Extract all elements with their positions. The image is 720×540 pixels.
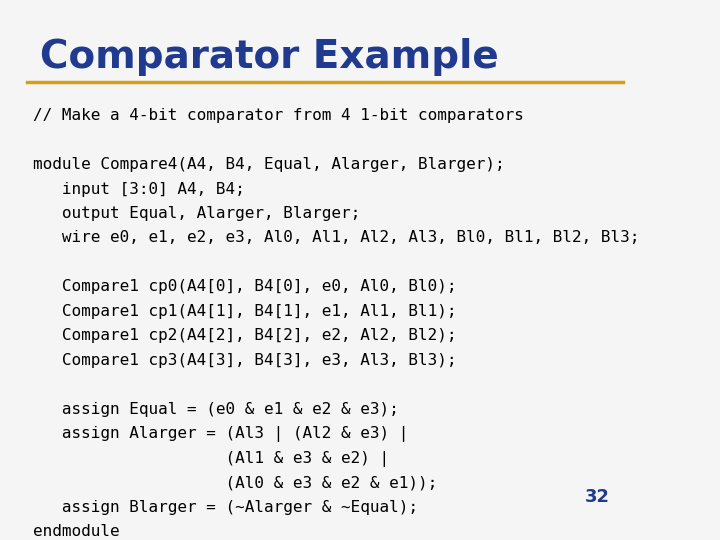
Text: (Al1 & e3 & e2) |: (Al1 & e3 & e2) |: [33, 451, 390, 467]
Text: (Al0 & e3 & e2 & e1));: (Al0 & e3 & e2 & e1));: [33, 475, 438, 490]
Text: output Equal, Alarger, Blarger;: output Equal, Alarger, Blarger;: [33, 206, 361, 221]
Text: assign Alarger = (Al3 | (Al2 & e3) |: assign Alarger = (Al3 | (Al2 & e3) |: [33, 426, 409, 442]
Text: Comparator Example: Comparator Example: [40, 38, 498, 76]
Text: input [3:0] A4, B4;: input [3:0] A4, B4;: [33, 181, 246, 197]
Text: Compare1 cp2(A4[2], B4[2], e2, Al2, Bl2);: Compare1 cp2(A4[2], B4[2], e2, Al2, Bl2)…: [33, 328, 457, 343]
Text: endmodule: endmodule: [33, 524, 120, 539]
Text: Compare1 cp0(A4[0], B4[0], e0, Al0, Bl0);: Compare1 cp0(A4[0], B4[0], e0, Al0, Bl0)…: [33, 279, 457, 294]
Text: // Make a 4-bit comparator from 4 1-bit comparators: // Make a 4-bit comparator from 4 1-bit …: [33, 108, 524, 123]
Text: assign Blarger = (~Alarger & ~Equal);: assign Blarger = (~Alarger & ~Equal);: [33, 500, 418, 515]
Text: wire e0, e1, e2, e3, Al0, Al1, Al2, Al3, Bl0, Bl1, Bl2, Bl3;: wire e0, e1, e2, e3, Al0, Al1, Al2, Al3,…: [33, 231, 640, 246]
Text: 32: 32: [585, 488, 611, 507]
Text: assign Equal = (e0 & e1 & e2 & e3);: assign Equal = (e0 & e1 & e2 & e3);: [33, 402, 399, 417]
Text: module Compare4(A4, B4, Equal, Alarger, Blarger);: module Compare4(A4, B4, Equal, Alarger, …: [33, 157, 505, 172]
Text: Compare1 cp1(A4[1], B4[1], e1, Al1, Bl1);: Compare1 cp1(A4[1], B4[1], e1, Al1, Bl1)…: [33, 304, 457, 319]
Text: Compare1 cp3(A4[3], B4[3], e3, Al3, Bl3);: Compare1 cp3(A4[3], B4[3], e3, Al3, Bl3)…: [33, 353, 457, 368]
